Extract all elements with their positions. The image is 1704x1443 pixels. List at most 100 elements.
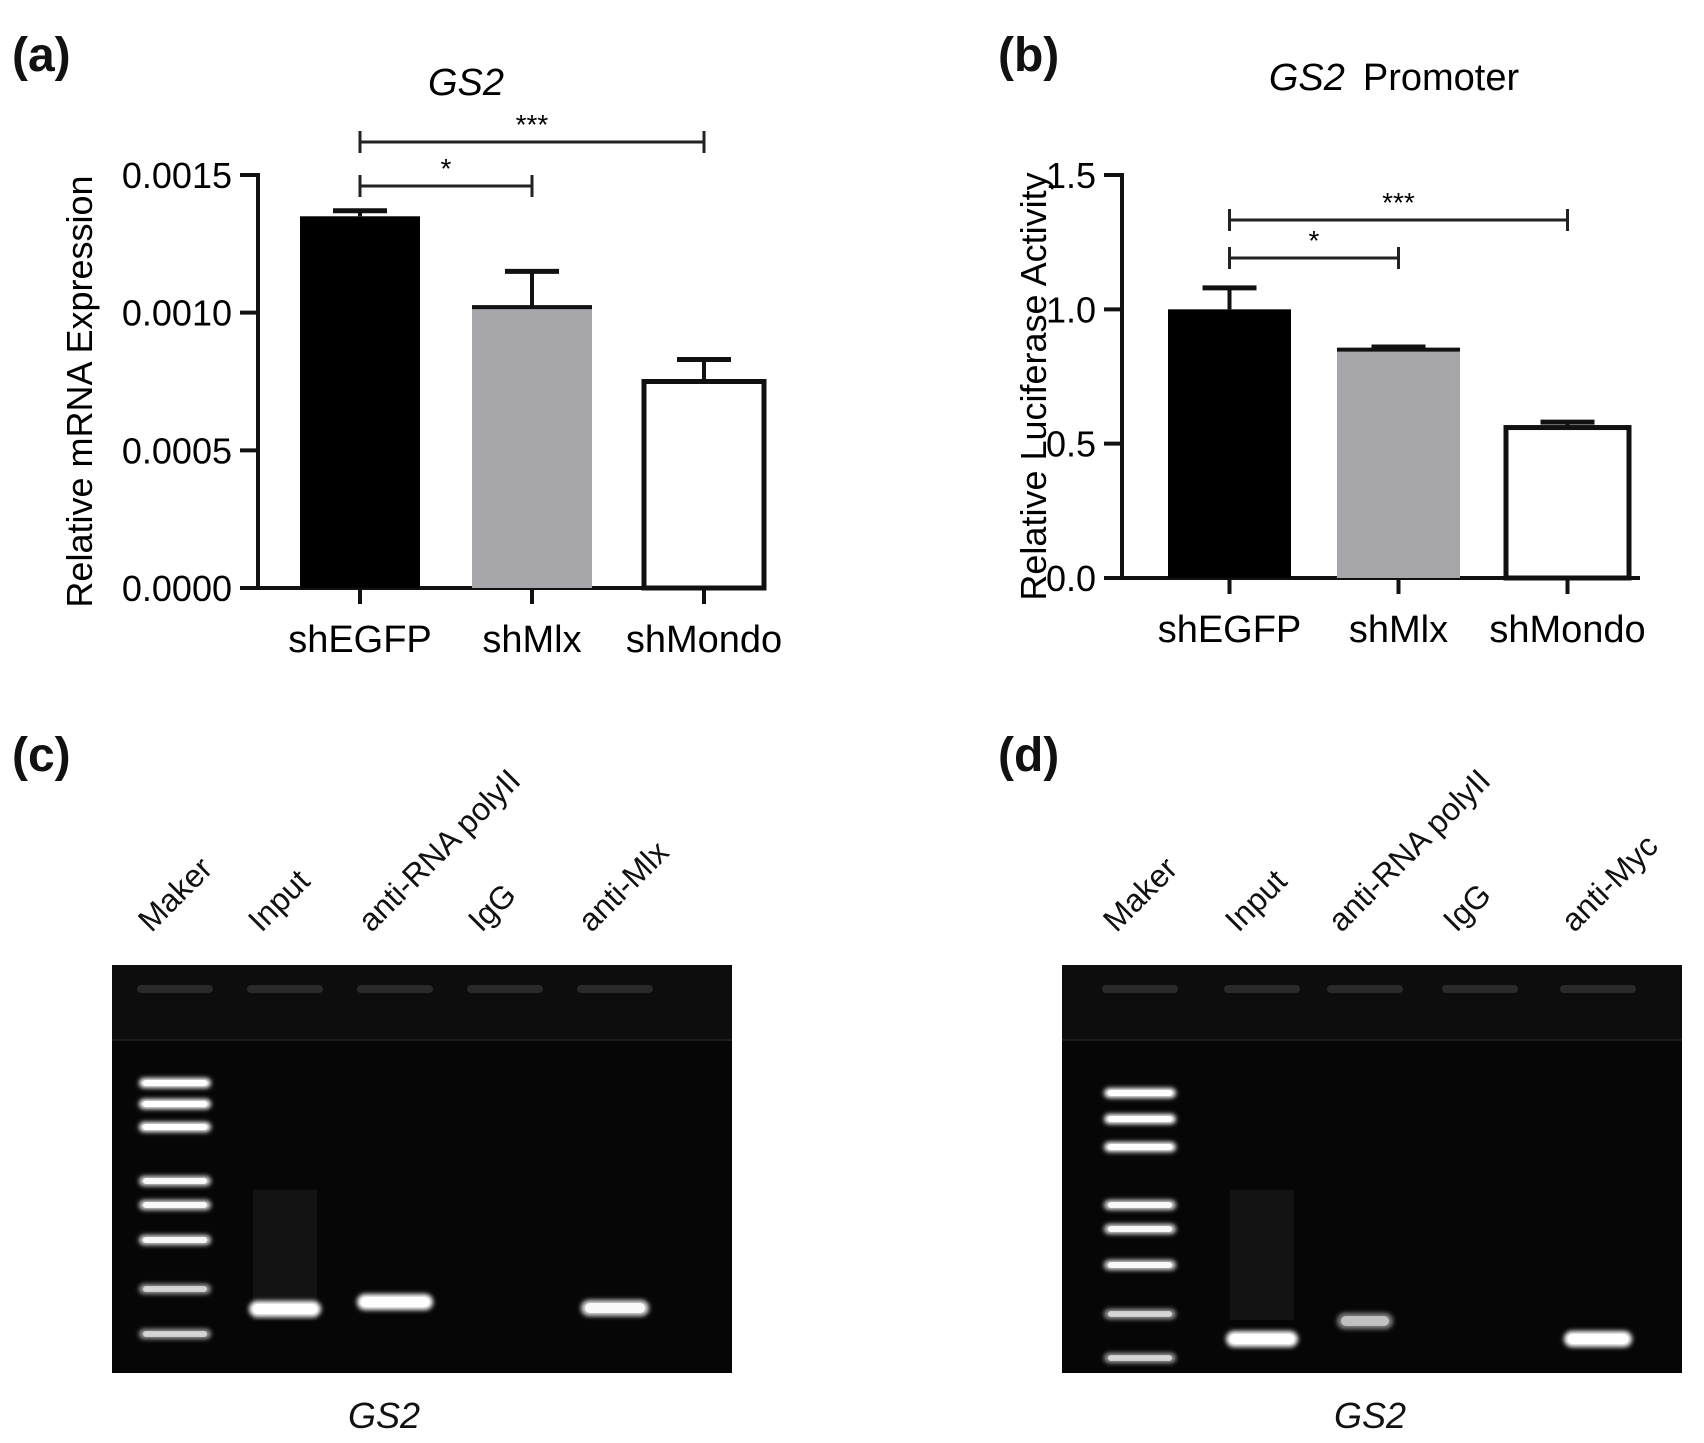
lane-label: Maker bbox=[1095, 849, 1185, 939]
y-tick-label: 0.0000 bbox=[122, 568, 232, 609]
bar-shMlx bbox=[1337, 349, 1460, 578]
lane-label: anti-Myc bbox=[1553, 827, 1665, 939]
gel-well bbox=[1442, 985, 1518, 993]
ladder-band bbox=[139, 1176, 211, 1186]
gel-well bbox=[1102, 985, 1178, 993]
panel-label-b: (b) bbox=[998, 29, 1060, 82]
chart-a: GS2 Relative mRNA Expression 0.0000 0.0005 0… bbox=[59, 62, 782, 661]
lane-label: Maker bbox=[130, 849, 220, 939]
product-band-core bbox=[1341, 1316, 1389, 1326]
ladder-band-core bbox=[143, 1331, 207, 1337]
product-band bbox=[1337, 1313, 1393, 1329]
ladder-band bbox=[139, 1235, 211, 1245]
product-band bbox=[249, 1301, 321, 1317]
bar-shMondo bbox=[1503, 425, 1632, 581]
x-tick-label: shMlx bbox=[482, 619, 581, 661]
significance-label: * bbox=[1309, 225, 1320, 256]
bar-shMlx bbox=[472, 307, 592, 588]
significance-label: *** bbox=[1382, 187, 1415, 218]
chart-title: GS2 bbox=[428, 62, 504, 104]
product-band-core bbox=[1230, 1334, 1294, 1344]
ladder-band-core bbox=[143, 1178, 207, 1184]
ladder-band-core bbox=[1108, 1202, 1172, 1208]
y-tick-label: 0.0010 bbox=[122, 293, 232, 334]
gel-well-strip bbox=[112, 965, 732, 1040]
chart-title: GS2 Promoter bbox=[1269, 57, 1520, 99]
chart-title-gene: GS2 bbox=[1269, 57, 1345, 99]
y-tick-label: 1.5 bbox=[1046, 155, 1096, 196]
ladder-band-core bbox=[1108, 1311, 1172, 1317]
gel-well bbox=[357, 985, 433, 993]
gel-well bbox=[1560, 985, 1636, 993]
ladder-band bbox=[1104, 1224, 1176, 1234]
ladder-band-core bbox=[143, 1286, 207, 1292]
bar-charts: GS2 Relative mRNA Expression 0.0000 0.0005 0… bbox=[59, 57, 1646, 661]
lane-label: IgG bbox=[460, 876, 523, 939]
y-tick-label: 0.0 bbox=[1046, 558, 1096, 599]
ladder-band bbox=[139, 1078, 211, 1088]
chart-b: GS2 Promoter Relative Luciferase Activity0… bbox=[1013, 57, 1646, 651]
gel-well bbox=[137, 985, 213, 993]
ladder-band bbox=[1104, 1088, 1176, 1098]
gel-well bbox=[1224, 985, 1300, 993]
ladder-band-core bbox=[1108, 1116, 1172, 1122]
lane-label: Input bbox=[240, 862, 317, 939]
ladder-band-core bbox=[1108, 1262, 1172, 1268]
product-band-core bbox=[253, 1304, 317, 1314]
lane-smear bbox=[253, 1190, 317, 1320]
significance-label: *** bbox=[516, 109, 549, 140]
panel-label-d: (d) bbox=[998, 729, 1060, 782]
gel-well bbox=[577, 985, 653, 993]
gel-caption: GS2 bbox=[348, 1395, 421, 1436]
y-axis-label: Relative Luciferase Activity bbox=[1013, 172, 1054, 600]
chart-title-suffix: Promoter bbox=[1363, 57, 1520, 99]
ladder-band-core bbox=[1108, 1355, 1172, 1361]
ladder-band bbox=[1104, 1200, 1176, 1210]
bar-shEGFP bbox=[1168, 309, 1291, 578]
x-tick-label: shMondo bbox=[626, 619, 782, 661]
gel-well bbox=[467, 985, 543, 993]
significance-label: * bbox=[441, 153, 452, 184]
ladder-band-core bbox=[1108, 1226, 1172, 1232]
ladder-band bbox=[139, 1200, 211, 1210]
y-tick-label: 0.5 bbox=[1046, 424, 1096, 465]
x-tick-label: shMondo bbox=[1489, 609, 1645, 651]
ladder-band bbox=[1104, 1114, 1176, 1124]
ladder-band-core bbox=[1108, 1090, 1172, 1096]
ladder-band-core bbox=[143, 1101, 207, 1107]
ladder-band bbox=[139, 1099, 211, 1109]
y-axis-label: Relative mRNA Expression bbox=[59, 175, 100, 607]
x-tick-label: shEGFP bbox=[1158, 609, 1302, 651]
panel-label-c: (c) bbox=[12, 729, 71, 782]
ladder-band-core bbox=[143, 1124, 207, 1130]
bar-shEGFP bbox=[300, 216, 420, 589]
ladder-band-core bbox=[143, 1202, 207, 1208]
ladder-band bbox=[1104, 1142, 1176, 1152]
product-band-core bbox=[361, 1297, 429, 1307]
ladder-band bbox=[139, 1329, 211, 1339]
x-tick-label: shEGFP bbox=[288, 619, 432, 661]
ladder-band-core bbox=[143, 1080, 207, 1086]
ladder-band-core bbox=[143, 1237, 207, 1243]
product-band bbox=[357, 1294, 433, 1310]
lane-label: Input bbox=[1217, 862, 1294, 939]
gel-background bbox=[112, 965, 732, 1373]
gel-well-strip bbox=[1062, 965, 1682, 1040]
lane-smear bbox=[1230, 1190, 1294, 1320]
gel-well bbox=[1327, 985, 1403, 993]
ladder-band bbox=[1104, 1309, 1176, 1319]
gel-caption: GS2 bbox=[1334, 1395, 1407, 1436]
ladder-band bbox=[1104, 1353, 1176, 1363]
gel-background bbox=[1062, 965, 1682, 1373]
panel-label-a: (a) bbox=[12, 29, 71, 82]
gel-well bbox=[247, 985, 323, 993]
ladder-band bbox=[1104, 1260, 1176, 1270]
y-tick-label: 0.0015 bbox=[122, 155, 232, 196]
lane-label: IgG bbox=[1435, 876, 1498, 939]
ladder-band bbox=[139, 1122, 211, 1132]
y-tick-label: 0.0005 bbox=[122, 430, 232, 471]
product-band bbox=[581, 1300, 649, 1316]
product-band-core bbox=[585, 1303, 645, 1313]
product-band-core bbox=[1568, 1334, 1628, 1344]
y-tick-label: 1.0 bbox=[1046, 289, 1096, 330]
